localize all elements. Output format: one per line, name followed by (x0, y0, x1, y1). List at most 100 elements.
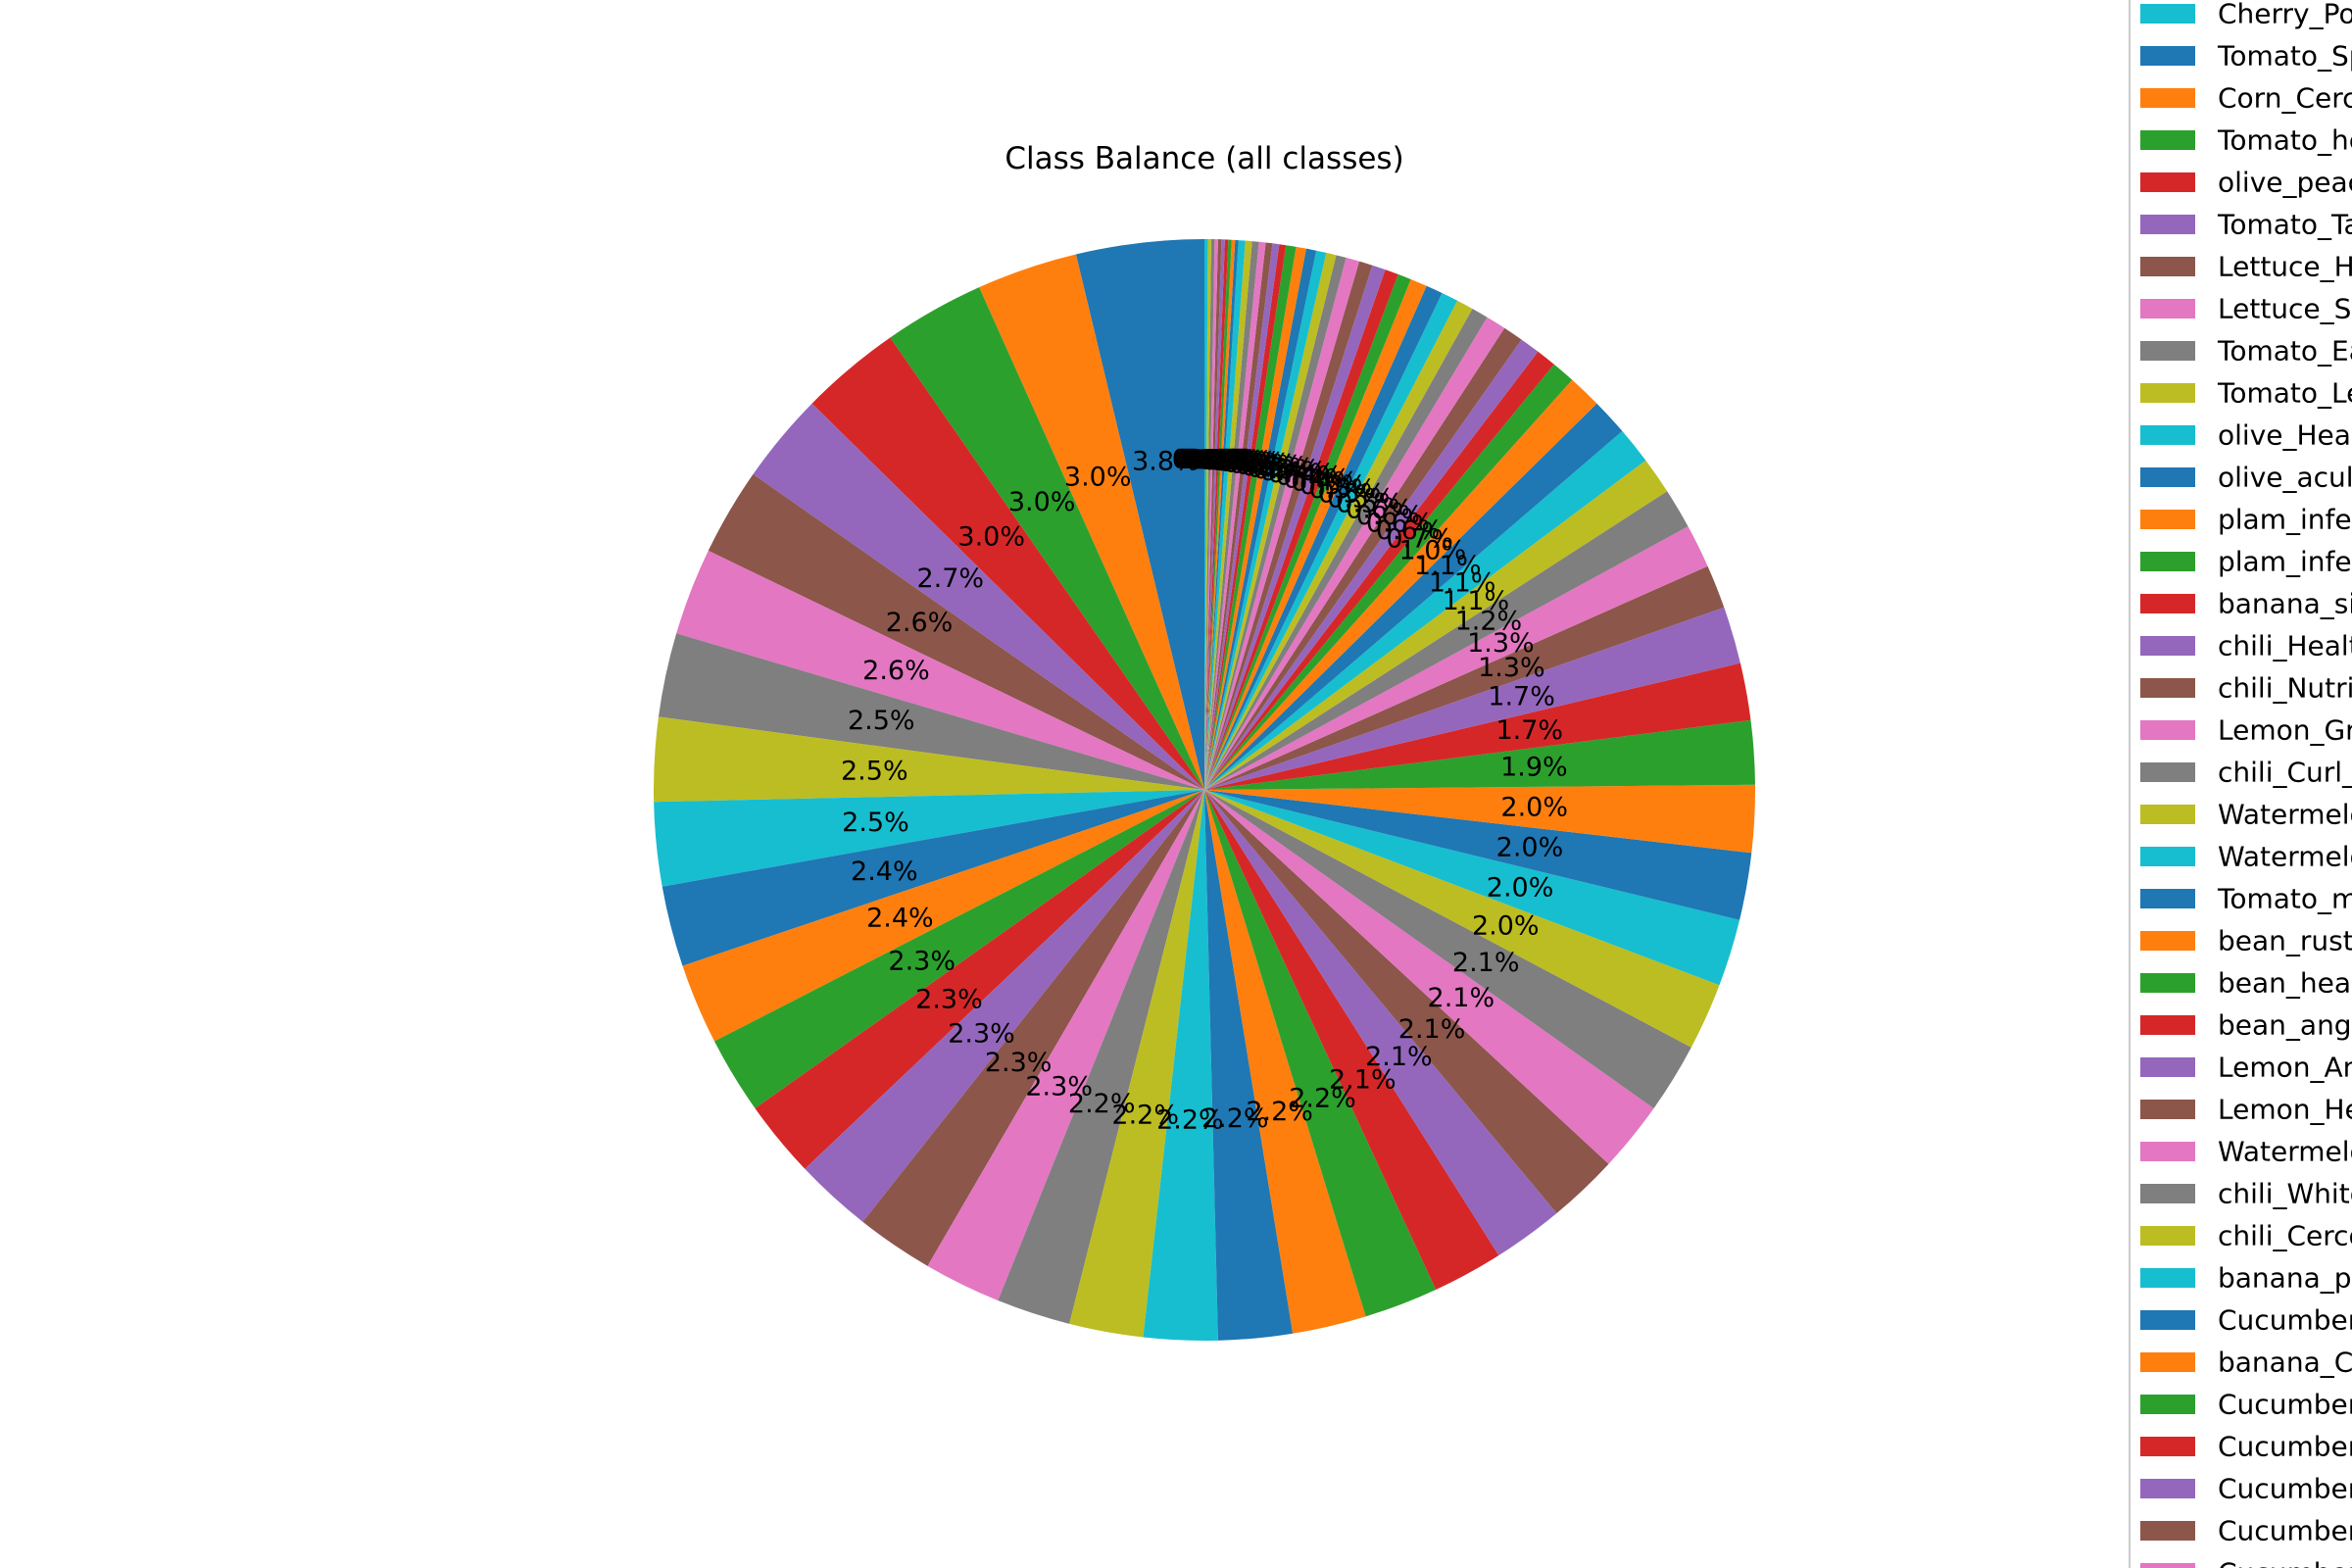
legend-label: Cucumber (2218, 1515, 2352, 1547)
pie-percent-label: 0.3% (1241, 452, 1308, 482)
pie-slice (1204, 261, 1373, 790)
pie-percent-label: 2.1% (1452, 948, 1520, 978)
pie-percent-label: 1.2% (1455, 606, 1523, 636)
legend-entry: chili_White (2140, 1178, 2352, 1210)
legend-label: bean_angu (2218, 1009, 2352, 1042)
legend-label: Lettuce_He (2218, 251, 2352, 283)
pie-percent-label: 2.1% (1365, 1042, 1433, 1072)
pie-slice (1204, 430, 1646, 790)
legend-swatch (2140, 46, 2195, 66)
pie-slice (1204, 240, 1252, 791)
pie-percent-label: 2.1% (1398, 1014, 1466, 1045)
legend-swatch (2140, 215, 2195, 234)
pie-percent-label: 0.1% (1184, 445, 1251, 475)
legend-swatch (2140, 4, 2195, 24)
pie-slice (753, 403, 1204, 790)
pie-percent-label: 1.7% (1495, 715, 1563, 746)
legend-label: bean_heal (2218, 967, 2352, 1000)
legend-entry: Lemon_He (2140, 1094, 2352, 1126)
pie-slice (1204, 403, 1623, 790)
pie-percent-label: 1.3% (1478, 653, 1545, 683)
pie-slice (658, 633, 1204, 790)
pie-slice (1204, 790, 1294, 1341)
pie-slice (1204, 790, 1691, 1108)
legend-swatch (2140, 1563, 2195, 1568)
legend-swatch (2140, 341, 2195, 361)
legend-entry: Tomato_Sp (2140, 40, 2352, 73)
legend-entry: Watermelo (2140, 1136, 2352, 1168)
legend-entry: olive_peac (2140, 167, 2352, 199)
pie-slice (1204, 239, 1225, 790)
pie-percent-label: 3.0% (1008, 487, 1076, 517)
pie-percent-label: 2.4% (866, 904, 934, 934)
pie-percent-label: 2.2% (1246, 1097, 1313, 1127)
pie-percent-label: 2.2% (1111, 1100, 1179, 1130)
pie-percent-label: 3.8% (1132, 447, 1200, 477)
pie-percent-label: 0.5% (1327, 483, 1395, 514)
pie-slice (713, 790, 1204, 1108)
pie-slice (1204, 242, 1273, 791)
pie-slice (1204, 240, 1246, 790)
pie-slice (1075, 239, 1204, 790)
legend-swatch (2140, 88, 2195, 108)
pie-percent-label: 2.1% (1329, 1065, 1396, 1096)
legend-swatch (2140, 467, 2195, 487)
legend-entry: banana_po (2140, 1262, 2352, 1295)
legend-swatch (2140, 1184, 2195, 1203)
legend-label: bean_rust (2218, 925, 2352, 957)
pie-percent-label: 2.2% (1068, 1089, 1136, 1119)
legend-swatch (2140, 1310, 2195, 1330)
legend-swatch (2140, 847, 2195, 866)
pie-percent-label: 1.9% (1500, 753, 1568, 783)
legend-entry: chili_Healt (2140, 630, 2352, 662)
pie-percent-label: 0.1% (1174, 444, 1242, 474)
pie-slice (1204, 565, 1725, 790)
pie-percent-label: 2.3% (915, 985, 983, 1015)
pie-slice (1204, 460, 1668, 790)
pie-percent-label: 1.1% (1429, 568, 1496, 599)
pie-slice (1204, 293, 1458, 790)
pie-slice (1204, 245, 1297, 790)
legend-label: chili_White (2218, 1178, 2352, 1210)
legend-swatch (2140, 299, 2195, 318)
pie-slice (805, 790, 1204, 1222)
pie-percent-label: 0.2% (1201, 446, 1269, 476)
pie-slice (1204, 252, 1337, 790)
legend-label: chili_Cerco (2218, 1220, 2352, 1252)
legend-swatch (2140, 1015, 2195, 1035)
legend-label: Lemon_An (2218, 1052, 2352, 1084)
legend-entry: Tomato_m (2140, 883, 2352, 915)
pie-percent-label: 0.4% (1259, 457, 1327, 487)
pie-slice (1204, 239, 1215, 791)
pie-slice (1204, 239, 1236, 790)
legend-entry: bean_heal (2140, 967, 2352, 1000)
pie-slice (890, 287, 1204, 790)
pie-slice (1204, 790, 1740, 986)
legend-entry: Watermelo (2140, 799, 2352, 831)
pie-slice (1204, 790, 1499, 1290)
legend-swatch (2140, 130, 2195, 150)
legend-label: Cucumber (2218, 1431, 2352, 1463)
pie-slice (1204, 239, 1218, 791)
pie-slice (1204, 491, 1689, 790)
pie-slice (1204, 662, 1751, 790)
pie-slice (1204, 257, 1360, 790)
pie-percent-label: 0.1% (1182, 445, 1250, 475)
pie-slice (1204, 246, 1306, 791)
pie-slice (1204, 790, 1654, 1164)
legend-label: Watermelo (2218, 841, 2352, 873)
legend-label: plam_infec (2218, 546, 2352, 578)
pie-percent-label: 0.2% (1213, 447, 1281, 477)
pie-percent-label: 2.5% (841, 757, 908, 787)
pie-slice (1204, 239, 1239, 790)
pie-percent-label: 0.5% (1318, 479, 1386, 510)
legend-label: Cherry_Po (2218, 0, 2352, 30)
legend-label: banana_si (2218, 588, 2352, 620)
pie-percent-label: 1.3% (1467, 628, 1535, 659)
legend-label: Tomato_m (2217, 883, 2352, 915)
legend-swatch (2140, 889, 2195, 908)
legend-entry: Cucumber (2140, 1389, 2352, 1421)
pie-percent-label: 2.2% (1156, 1104, 1224, 1135)
pie-slice (1204, 784, 1756, 854)
legend-label: chili_Curl_ (2218, 757, 2352, 789)
